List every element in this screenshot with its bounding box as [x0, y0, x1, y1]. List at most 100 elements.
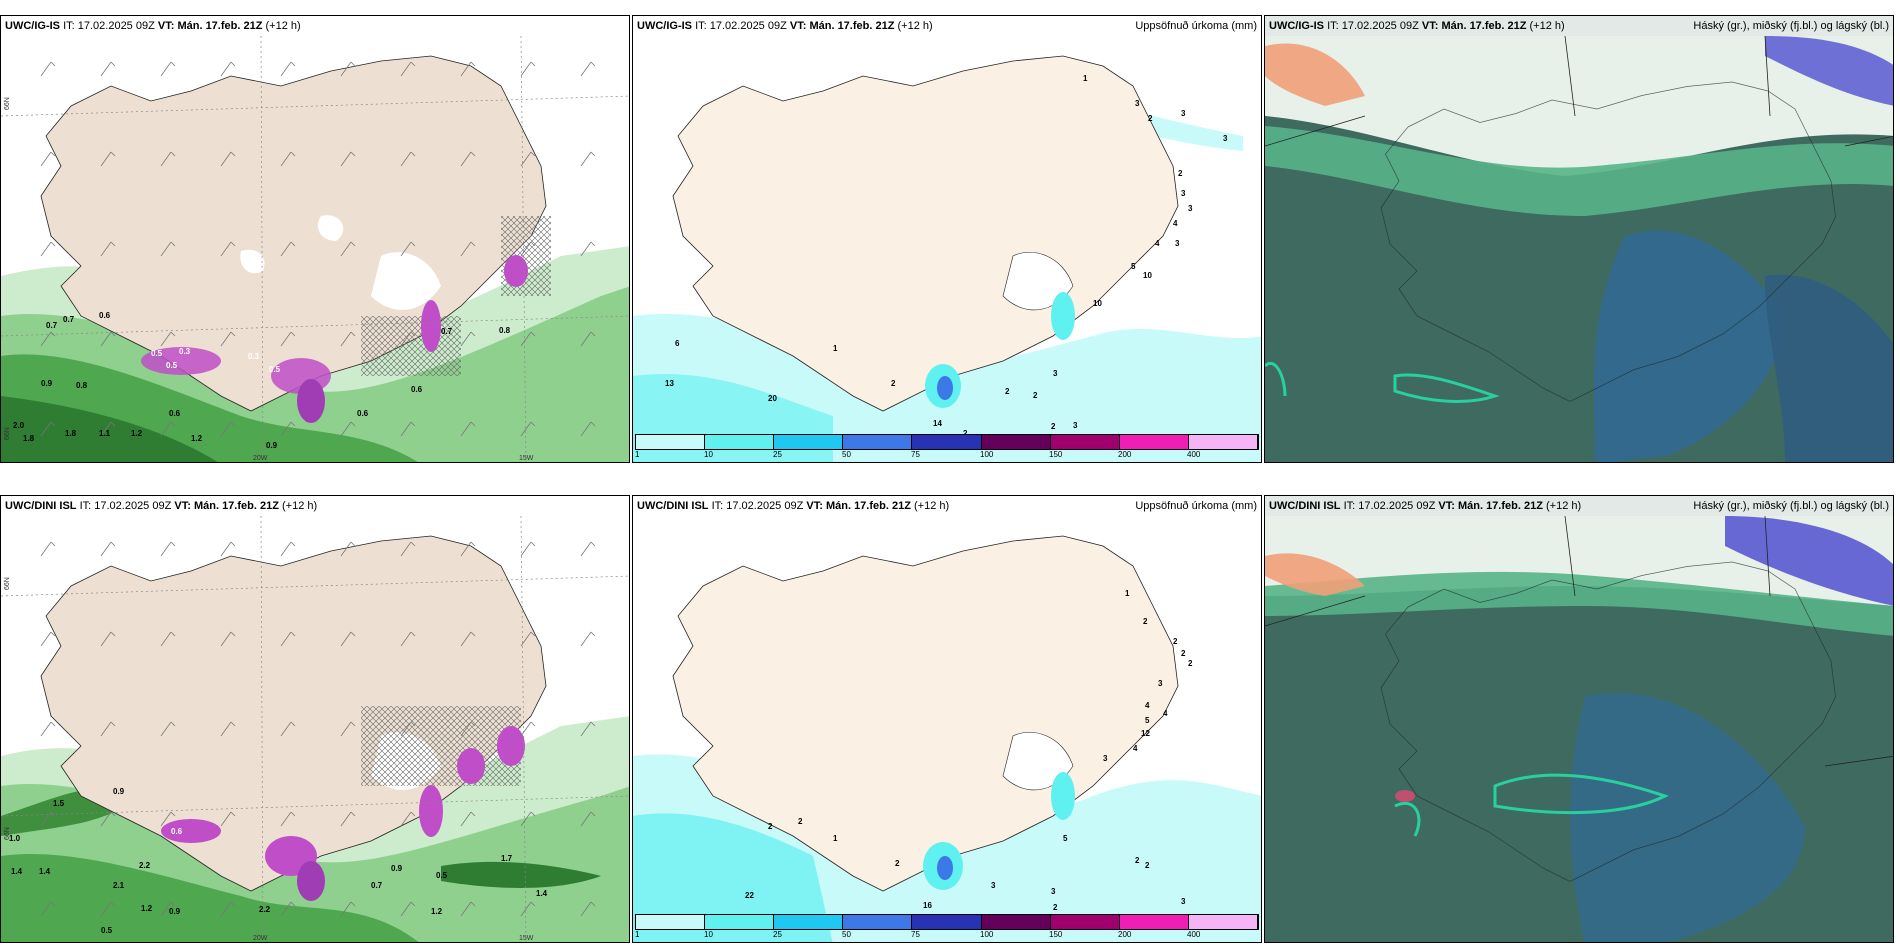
svg-text:0.5: 0.5 [166, 361, 178, 370]
svg-text:1.8: 1.8 [65, 429, 77, 438]
svg-text:0.7: 0.7 [371, 881, 383, 890]
wind-precip-map: 1.5 0.9 1.0 1.4 1.4 2.2 2.1 1.2 0.9 2.2 … [1, 515, 629, 942]
svg-text:3: 3 [1051, 887, 1056, 896]
svg-text:2: 2 [963, 429, 968, 438]
svg-text:0.9: 0.9 [391, 864, 403, 873]
panel-header: UWC/IG-IS IT: 17.02.2025 09Z VT: Mán. 17… [1, 16, 629, 36]
svg-text:0.5: 0.5 [269, 365, 281, 374]
svg-text:10: 10 [1093, 299, 1102, 308]
legend-swatch [705, 915, 775, 929]
svg-text:2: 2 [768, 822, 773, 831]
svg-text:0.6: 0.6 [169, 409, 181, 418]
svg-text:4: 4 [1163, 709, 1168, 718]
svg-text:1.8: 1.8 [23, 434, 35, 443]
svg-text:2: 2 [1005, 387, 1010, 396]
panel-header: UWC/IG-IS IT: 17.02.2025 09Z VT: Mán. 17… [633, 16, 1261, 36]
svg-text:2: 2 [1181, 649, 1186, 658]
legend-swatch [912, 915, 982, 929]
accumulated-precip-map: 1 3 2 3 3 2 3 3 4 4 3 5 10 10 6 13 20 1 … [633, 55, 1261, 462]
svg-text:14: 14 [933, 419, 942, 428]
svg-text:1.2: 1.2 [191, 434, 203, 443]
svg-text:1: 1 [1083, 74, 1088, 83]
svg-text:3: 3 [1053, 369, 1058, 378]
legend-swatch [912, 435, 982, 449]
svg-text:2: 2 [1188, 659, 1193, 668]
svg-text:20W: 20W [253, 455, 268, 462]
precip-legend: 1 10 25 50 75 100 150 200 400 [635, 434, 1259, 460]
svg-text:2: 2 [1143, 617, 1148, 626]
cloud-cover-map [1265, 16, 1893, 462]
svg-text:5: 5 [1063, 834, 1068, 843]
svg-text:0.5: 0.5 [151, 349, 163, 358]
svg-text:66N: 66N [4, 427, 11, 440]
panel-precip-dini: UWC/DINI ISL IT: 17.02.2025 09Z VT: Mán.… [632, 495, 1262, 943]
svg-text:3: 3 [991, 881, 996, 890]
legend-swatch [1050, 915, 1120, 929]
svg-text:3: 3 [1135, 99, 1140, 108]
svg-text:1.4: 1.4 [39, 867, 51, 876]
svg-text:3: 3 [1181, 189, 1186, 198]
svg-text:4: 4 [1133, 744, 1138, 753]
svg-text:1.5: 1.5 [53, 799, 65, 808]
svg-text:3: 3 [1223, 134, 1228, 143]
svg-text:0.7: 0.7 [63, 315, 75, 324]
svg-text:20W: 20W [253, 935, 268, 942]
svg-text:2: 2 [1178, 169, 1183, 178]
svg-text:1: 1 [833, 834, 838, 843]
legend-bar [635, 914, 1259, 930]
svg-text:4: 4 [1145, 701, 1150, 710]
svg-text:20: 20 [768, 394, 777, 403]
svg-text:2: 2 [891, 379, 896, 388]
svg-text:3: 3 [1158, 679, 1163, 688]
svg-text:66N: 66N [4, 577, 11, 590]
legend-swatch [636, 435, 706, 449]
svg-text:2: 2 [1033, 391, 1038, 400]
svg-text:15W: 15W [519, 935, 534, 942]
svg-text:0.3: 0.3 [248, 352, 260, 361]
precip-legend: 1 10 25 50 75 100 150 200 400 [635, 914, 1259, 940]
svg-text:0.9: 0.9 [266, 441, 278, 450]
svg-text:0.6: 0.6 [357, 409, 369, 418]
legend-swatch [774, 435, 844, 449]
svg-text:66N: 66N [4, 827, 11, 840]
accumulated-precip-map: 1 2 2 2 2 3 4 4 5 4 12 3 2 2 1 2 22 16 3… [633, 535, 1261, 942]
svg-text:3: 3 [1103, 754, 1108, 763]
legend-swatch [774, 915, 844, 929]
svg-text:2: 2 [798, 817, 803, 826]
legend-swatch [1188, 915, 1258, 929]
precip-value-labels: 1.5 0.9 1.0 1.4 1.4 2.2 2.1 1.2 0.9 2.2 … [9, 787, 548, 935]
panel-cloud-ig: UWC/IG-IS IT: 17.02.2025 09Z VT: Mán. 17… [1264, 15, 1894, 463]
svg-text:0.6: 0.6 [99, 311, 111, 320]
svg-text:0.8: 0.8 [499, 326, 511, 335]
svg-text:3: 3 [1188, 204, 1193, 213]
svg-text:0.9: 0.9 [41, 379, 53, 388]
svg-text:2: 2 [895, 859, 900, 868]
panel-header: UWC/IG-IS IT: 17.02.2025 09Z VT: Mán. 17… [1265, 16, 1893, 36]
svg-text:1.4: 1.4 [536, 889, 548, 898]
svg-text:1: 1 [833, 344, 838, 353]
svg-text:1.1: 1.1 [99, 429, 111, 438]
svg-text:1.0: 1.0 [9, 834, 21, 843]
legend-swatch [981, 435, 1051, 449]
svg-text:2: 2 [1145, 861, 1150, 870]
legend-swatch [1050, 435, 1120, 449]
svg-text:2: 2 [1173, 637, 1178, 646]
panel-header: UWC/DINI ISL IT: 17.02.2025 09Z VT: Mán.… [1, 496, 629, 516]
panel-wind-ig: UWC/IG-IS IT: 17.02.2025 09Z VT: Mán. 17… [0, 15, 630, 463]
svg-text:0.8: 0.8 [76, 381, 88, 390]
legend-swatch [1188, 435, 1258, 449]
svg-text:22: 22 [745, 891, 754, 900]
svg-text:2: 2 [1053, 903, 1058, 912]
svg-text:0.6: 0.6 [171, 827, 183, 836]
svg-text:0.7: 0.7 [441, 327, 453, 336]
svg-text:3: 3 [1175, 239, 1180, 248]
svg-text:13: 13 [665, 379, 674, 388]
legend-swatch [705, 435, 775, 449]
svg-text:0.9: 0.9 [169, 907, 181, 916]
svg-text:2.0: 2.0 [13, 421, 25, 430]
precip-value-labels: 0.7 0.7 0.6 0.9 0.8 0.5 0.3 0.5 0.3 0.5 … [13, 311, 511, 450]
precip-value-labels: 1 3 2 3 3 2 3 3 4 4 3 5 10 10 6 13 20 1 … [665, 74, 1228, 438]
svg-text:1: 1 [1125, 589, 1130, 598]
legend-ticks: 1 10 25 50 75 100 150 200 400 [635, 930, 1201, 939]
legend-swatch [1119, 435, 1189, 449]
